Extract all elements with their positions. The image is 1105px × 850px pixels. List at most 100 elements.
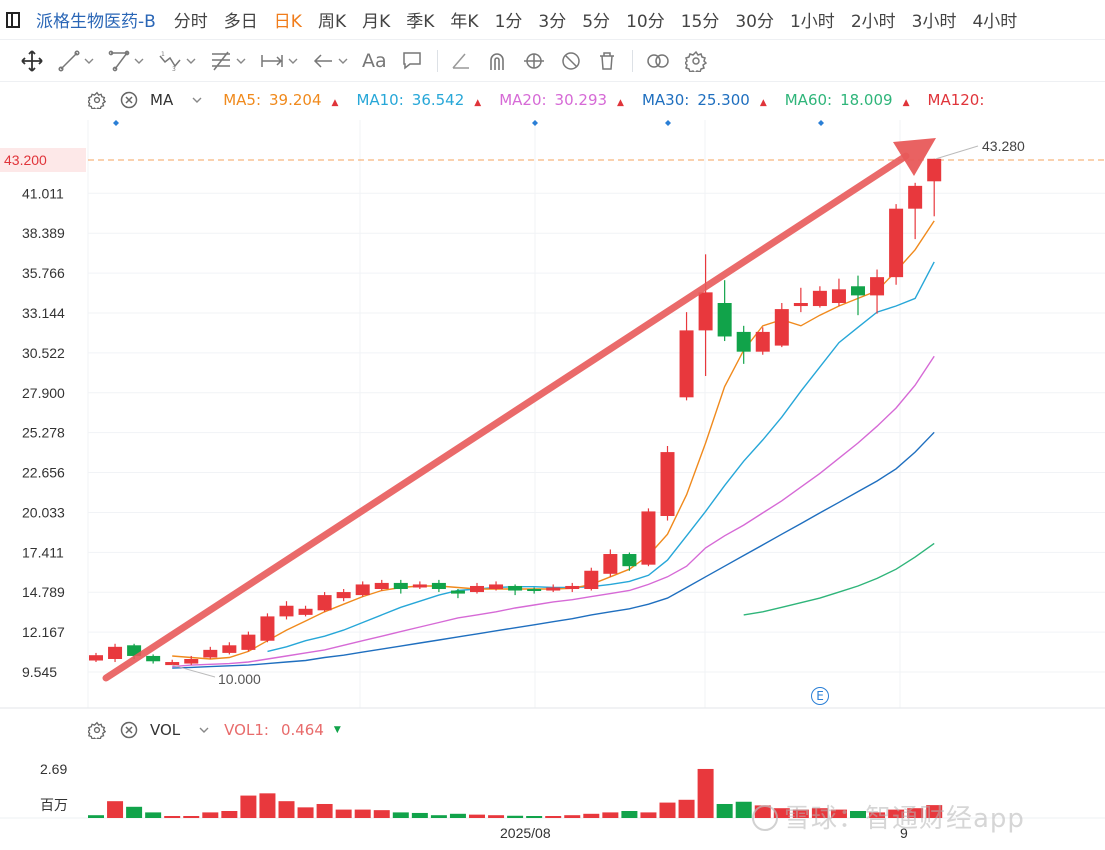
vol-settings-icon[interactable] [88, 721, 106, 739]
event-badge-icon[interactable]: E [811, 687, 829, 705]
vol1-label: VOL1: [224, 721, 269, 739]
period-tab-8[interactable]: 3分 [538, 12, 567, 32]
event-marker-icon [532, 120, 538, 126]
period-tab-4[interactable]: 月K [362, 12, 391, 32]
chevron-down-icon[interactable] [236, 57, 246, 65]
period-tab-13[interactable]: 1小时 [789, 12, 835, 32]
event-marker-icon [113, 120, 119, 126]
ma-value: 25.300 [697, 91, 750, 109]
period-tab-10[interactable]: 10分 [626, 12, 665, 32]
candle-body [412, 584, 427, 588]
ma-label: MA5: [223, 91, 262, 109]
ma-legend-item: MA30: 25.300 ▲ [642, 91, 767, 109]
y-tick-label: 38.389 [22, 225, 65, 241]
period-tab-2[interactable]: 日K [273, 12, 302, 32]
volume-bar [354, 809, 371, 818]
candle-body [241, 634, 256, 650]
candle-body [851, 286, 865, 296]
ma-legend-item: MA60: 18.009 ▲ [785, 91, 910, 109]
volume-bar [830, 809, 847, 818]
line-icon[interactable] [58, 49, 94, 72]
candle-body [812, 290, 827, 307]
candle-body [184, 658, 199, 664]
low-label: 10.000 [218, 671, 261, 687]
volume-bar [526, 816, 543, 818]
ma-label: MA20: [499, 91, 547, 109]
delete-icon[interactable] [596, 50, 618, 72]
ruler-icon[interactable] [450, 50, 472, 72]
measure-icon[interactable] [260, 50, 298, 72]
y-tick-label: 25.278 [22, 425, 65, 441]
volume-bar [583, 813, 600, 818]
ma20-line [172, 355, 935, 668]
vol-indicator-name[interactable]: VOL [150, 721, 181, 739]
ma-settings-icon[interactable] [88, 91, 106, 109]
period-tab-12[interactable]: 30分 [735, 12, 774, 32]
chevron-down-icon[interactable] [186, 57, 196, 65]
move-icon[interactable] [20, 49, 44, 73]
chevron-down-icon[interactable] [288, 57, 298, 65]
up-triangle-icon: ▲ [331, 98, 339, 108]
ma30-line [172, 431, 935, 669]
vol-down-triangle-icon: ▼ [333, 725, 341, 735]
high-label: 43.280 [982, 138, 1025, 154]
polyline-icon[interactable] [108, 50, 144, 72]
ma-value: 30.293 [554, 91, 608, 109]
period-tab-3[interactable]: 周K [317, 12, 347, 32]
volume-bar [297, 807, 314, 818]
arrow-left-icon[interactable] [312, 50, 348, 72]
chevron-down-icon[interactable] [191, 96, 203, 104]
candle-body [774, 309, 789, 346]
period-tab-15[interactable]: 3小时 [911, 12, 957, 32]
ma-close-icon[interactable] [120, 91, 138, 109]
period-tab-7[interactable]: 1分 [494, 12, 523, 32]
magnet-icon[interactable] [486, 50, 508, 72]
volume-bar [545, 816, 562, 818]
period-tab-6[interactable]: 年K [450, 12, 479, 32]
candle-body [641, 511, 656, 565]
settings-icon[interactable] [684, 50, 707, 72]
link-icon[interactable] [645, 50, 671, 72]
volume-bar [240, 795, 257, 818]
y-tick-label: 22.656 [22, 465, 65, 481]
indicator-name[interactable]: MA [150, 91, 174, 109]
volume-bar [126, 806, 143, 818]
period-tab-5[interactable]: 季K [406, 12, 435, 32]
comment-icon[interactable] [401, 50, 423, 72]
period-tab-9[interactable]: 5分 [582, 12, 611, 32]
chevron-down-icon[interactable] [134, 57, 144, 65]
period-tab-0[interactable]: 分时 [173, 12, 208, 32]
volume-bar [278, 801, 295, 818]
candle-body [489, 584, 504, 590]
vol-close-icon[interactable] [120, 721, 138, 739]
sync-icon[interactable] [522, 50, 546, 72]
volume-top-tick: 2.69 [40, 761, 67, 777]
period-tab-16[interactable]: 4小时 [972, 12, 1018, 32]
chevron-down-icon[interactable] [338, 57, 348, 65]
period-tab-14[interactable]: 2小时 [850, 12, 896, 32]
volume-bar [164, 816, 181, 818]
stock-name[interactable]: 派格生物医药-B [36, 12, 156, 32]
volume-bar [640, 812, 657, 818]
y-tick-label: 41.011 [22, 185, 64, 201]
hide-icon[interactable] [560, 50, 582, 72]
watermark-text: 雪球：智通财经app [784, 804, 1025, 834]
text-icon[interactable]: Aa [362, 49, 387, 72]
sidebar-toggle-icon[interactable] [6, 11, 20, 28]
candle-body [831, 289, 846, 304]
period-tab-1[interactable]: 多日 [223, 12, 258, 32]
period-tab-11[interactable]: 15分 [680, 12, 720, 32]
chevron-down-icon[interactable] [84, 57, 94, 65]
low-leader-line [172, 664, 216, 678]
fib-icon[interactable] [210, 50, 246, 72]
ma-label: MA30: [641, 91, 690, 109]
y-tick-label: 12.167 [22, 624, 65, 640]
volume-bar [621, 810, 638, 818]
volume-bar [469, 814, 485, 818]
chevron-down-icon[interactable] [198, 726, 210, 734]
volume-bar [259, 793, 276, 818]
candle-body [603, 554, 618, 574]
